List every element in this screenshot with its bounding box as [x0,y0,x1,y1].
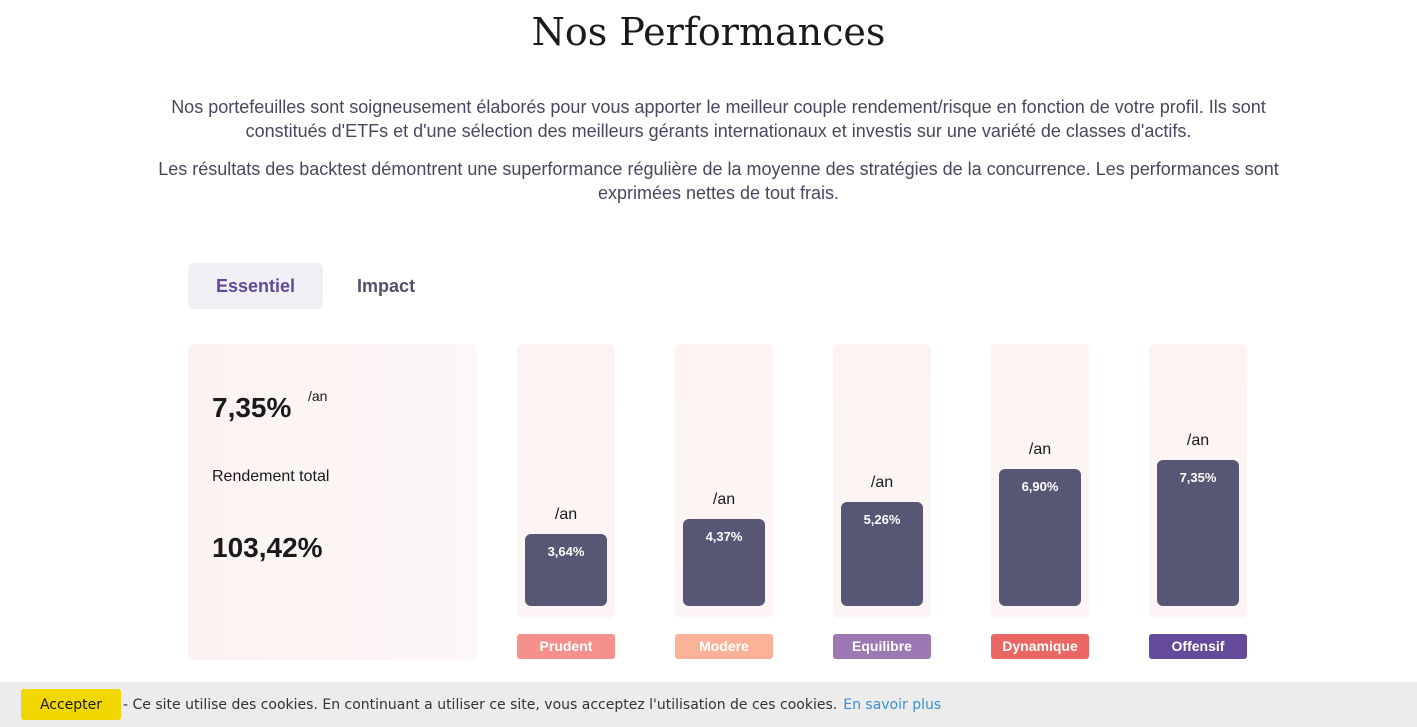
bar-unit-label: /an [554,506,578,523]
page-title: Nos Performances [531,10,886,54]
bar-unit-label: /an [870,474,894,491]
profile-badge-modere[interactable]: Modere [675,634,773,659]
intro-paragraph-2: Les résultats des backtest démontrent un… [158,159,1279,203]
tab-impact[interactable]: Impact [357,275,416,296]
total-return-value: 103,42% [212,532,323,563]
performance-summary-card: 7,35% /an Rendement total 103,42% [188,344,477,660]
total-return-label: Rendement total [212,468,330,485]
profile-badge-offensif[interactable]: Offensif [1149,634,1247,659]
intro-text: Nos portefeuilles sont soigneusement éla… [140,95,1297,219]
bar-dynamique: 6,90% [999,469,1081,606]
profile-badge-prudent[interactable]: Prudent [517,634,615,659]
intro-paragraph-1: Nos portefeuilles sont soigneusement éla… [171,97,1266,141]
bar-equilibre: 5,26% [841,502,923,606]
annual-return-value: 7,35% [212,392,292,423]
bar-prudent: 3,64% [525,534,607,606]
accept-cookies-button[interactable]: Accepter [21,689,121,720]
bar-unit-label: /an [1186,432,1210,449]
portfolio-tabs: Essentiel Impact [188,263,443,309]
bar-unit-label: /an [1028,441,1052,458]
profile-badge-dynamique[interactable]: Dynamique [991,634,1089,659]
bar-unit-label: /an [712,491,736,508]
cookie-banner: Accepter - Ce site utilise des cookies. … [0,682,1417,727]
bar-column-modere: /an 4,37% Modere [675,344,773,660]
bar-column-prudent: /an 3,64% Prudent [517,344,615,660]
bar-column-offensif: /an 7,35% Offensif [1149,344,1247,660]
annual-return-unit: /an [308,388,328,404]
cookie-message: - Ce site utilise des cookies. En contin… [123,696,838,713]
bar-modere: 4,37% [683,519,765,606]
bar-column-equilibre: /an 5,26% Equilibre [833,344,931,660]
tab-essentiel[interactable]: Essentiel [188,263,324,309]
bar-column-dynamique: /an 6,90% Dynamique [991,344,1089,660]
learn-more-link[interactable]: En savoir plus [843,696,942,713]
bar-offensif: 7,35% [1157,460,1239,606]
profile-badge-equilibre[interactable]: Equilibre [833,634,931,659]
